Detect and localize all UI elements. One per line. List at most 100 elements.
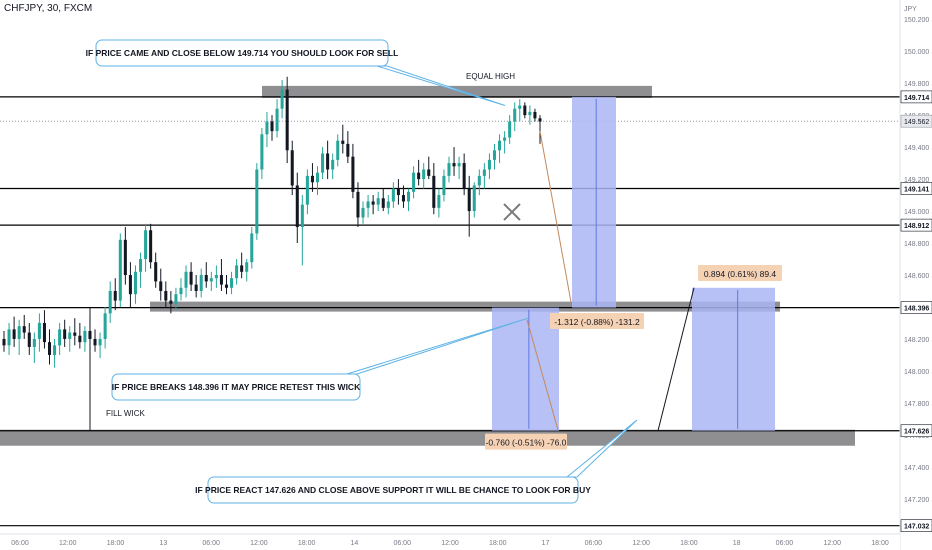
candle-body [224,284,229,288]
candle-body [376,198,380,205]
price-tick-10: 148.200 [904,337,929,344]
measure-label-bg-0 [550,312,644,329]
candle-body [204,275,208,282]
candles-layer [2,76,542,368]
candle-body [230,278,234,288]
callout-box-1 [111,373,361,401]
price-tick-15: 147.200 [904,497,929,504]
support-zone [0,429,855,446]
time-tick-4: 06:00 [202,540,220,547]
candle-body [219,275,223,285]
candle-body [78,335,82,343]
candle-body [326,153,330,170]
price-tick-11: 148.000 [904,369,929,376]
measure-label-2: 0.894 (0.61%) 89.4 [704,269,777,279]
candle-body [17,326,21,339]
level-tag-1: 149.141 [904,187,929,194]
retest-path-arrow [526,319,559,431]
time-tick-15: 18 [733,540,741,547]
callout-text-0: IF PRICE CAME AND CLOSE BELOW 149.714 YO… [86,48,399,58]
candle-body [492,150,497,160]
current-price-tag-bg [900,114,932,128]
candle-body [159,281,163,291]
level-tag-bg-2 [900,218,932,232]
candle-body [209,278,213,282]
candle-body [133,271,137,295]
price-tick-1: 150.000 [904,49,929,56]
candle-body [2,338,6,346]
time-tick-6: 18:00 [298,540,316,547]
candle-body [422,169,426,180]
callout-text-1: IF PRICE BREAKS 148.396 IT MAY PRICE RET… [112,382,361,392]
candle-body [366,201,370,208]
time-axis-bg [0,534,900,550]
time-tick-7: 14 [351,540,359,547]
candle-body [523,105,527,116]
time-tick-2: 18:00 [107,540,125,547]
candle-body [53,345,57,355]
candle-body [255,169,259,234]
candle-body [144,230,148,260]
candle-body [310,175,314,183]
candle-body [189,271,193,285]
sell-path-arrow [539,131,572,303]
candle-body [432,175,436,208]
time-tick-18: 18:00 [871,540,889,547]
candle-body [63,329,67,339]
projection-layer [492,96,775,431]
candle-body [123,239,127,275]
candle-body [467,188,471,212]
candle-body [113,290,117,301]
candle-body [194,284,198,291]
candle-body [371,201,375,205]
candle-body [98,338,102,346]
currency-label: JPY [904,6,917,13]
price-tick-2: 149.800 [904,81,929,88]
candle-body [83,330,87,343]
candle-body [68,332,72,339]
candle-body [315,172,320,183]
candle-body [27,332,31,347]
candle-body [174,294,178,304]
candle-body [42,322,46,343]
equal-high-zone [262,85,652,98]
candle-body [103,313,107,339]
zones-layer [0,85,855,446]
candle-body [386,201,390,208]
level-tag-bg-0 [900,90,932,104]
candle-body [477,175,481,186]
candle-body [487,159,491,170]
callout-box-2 [207,476,579,504]
level-tag-bg-4 [900,424,932,438]
time-tick-1: 12:00 [59,540,77,547]
candle-body [7,329,11,346]
time-tick-16: 06:00 [776,540,794,547]
time-tick-11: 17 [542,540,550,547]
candle-body [528,111,532,116]
time-tick-13: 12:00 [632,540,650,547]
candle-body [412,172,416,192]
candle-body [58,329,62,346]
candle-body [275,108,279,132]
candle-body [118,239,122,301]
candle-body [139,259,143,272]
candle-body [336,140,340,160]
price-tick-8: 148.600 [904,273,929,280]
fill-wick-label: FILL WICK [106,409,145,418]
candle-body [498,140,502,151]
candle-body [356,191,360,218]
level-tag-bg-3 [900,301,932,314]
price-tick-4: 149.400 [904,145,929,152]
candle-body [533,111,537,119]
price-tick-6: 149.000 [904,209,929,216]
time-tick-12: 06:00 [585,540,603,547]
candle-body [37,322,41,339]
time-tick-14: 18:00 [680,540,698,547]
projection-box-1 [492,307,559,431]
projection-box-2 [692,287,775,431]
resistance-zone [150,301,780,312]
candle-body [149,230,153,263]
measure-label-0: -1.312 (-0.88%) -131.2 [554,317,640,327]
